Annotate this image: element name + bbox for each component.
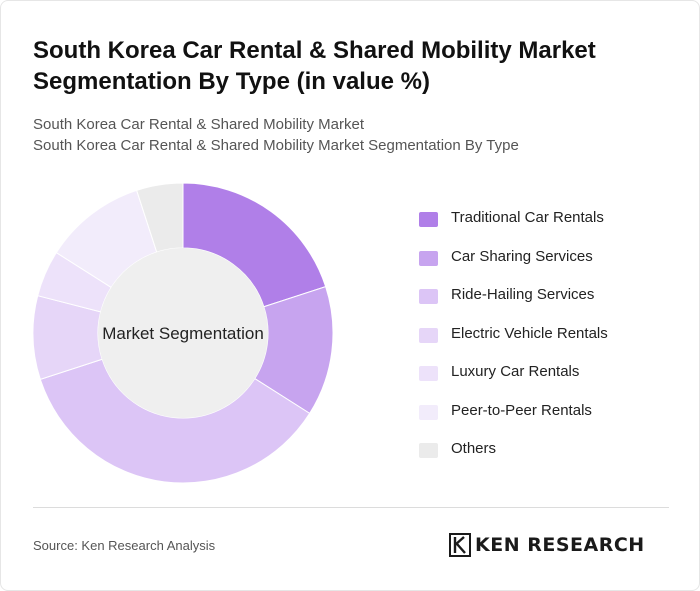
chart-legend: Traditional Car Rentals Car Sharing Servi… (419, 208, 689, 478)
legend-label: Traditional Car Rentals (451, 209, 604, 226)
legend-label: Peer-to-Peer Rentals (451, 401, 592, 419)
legend-label: Luxury Car Rentals (451, 363, 580, 380)
subtitle-line-2: South Korea Car Rental & Shared Mobility… (33, 137, 519, 154)
legend-label: Car Sharing Services (451, 247, 593, 265)
chart-subtitle: South Korea Car Rental & Shared Mobility… (33, 114, 673, 156)
ken-research-logo-mark (449, 533, 471, 557)
legend-label: Others (451, 440, 497, 457)
legend-item: Car Sharing Services (419, 247, 689, 286)
donut-center-label: Market Segmentation (102, 324, 264, 343)
chart-title: South Korea Car Rental & Shared Mobility… (33, 37, 596, 95)
logo-text: KEN RESEARCH (475, 534, 645, 556)
legend-item: Traditional Car Rentals (419, 208, 689, 247)
donut-chart: Market Segmentation (32, 182, 334, 484)
legend-label: Ride-Hailing Services (451, 286, 595, 303)
legend-swatch (419, 250, 438, 266)
legend-item: Others (419, 439, 689, 478)
subtitle-line-1: South Korea Car Rental & Shared Mobility… (33, 116, 364, 133)
donut-slices (32, 182, 334, 484)
legend-swatch (419, 443, 438, 458)
ken-research-logo: KEN RESEARCH (449, 532, 645, 558)
legend-swatch (419, 289, 438, 304)
legend-swatch (419, 327, 438, 343)
legend-swatch (419, 366, 438, 381)
legend-swatch (419, 404, 438, 420)
legend-item: Luxury Car Rentals (419, 362, 689, 401)
source-note: Source: Ken Research Analysis (33, 538, 216, 553)
footer-divider (33, 507, 669, 508)
legend-item: Electric Vehicle Rentals (419, 324, 689, 363)
donut-center (98, 248, 268, 418)
legend-item: Ride-Hailing Services (419, 285, 689, 324)
legend-swatch (419, 212, 438, 227)
legend-label: Electric Vehicle Rentals (451, 324, 608, 342)
legend-item: Peer-to-Peer Rentals (419, 401, 689, 440)
